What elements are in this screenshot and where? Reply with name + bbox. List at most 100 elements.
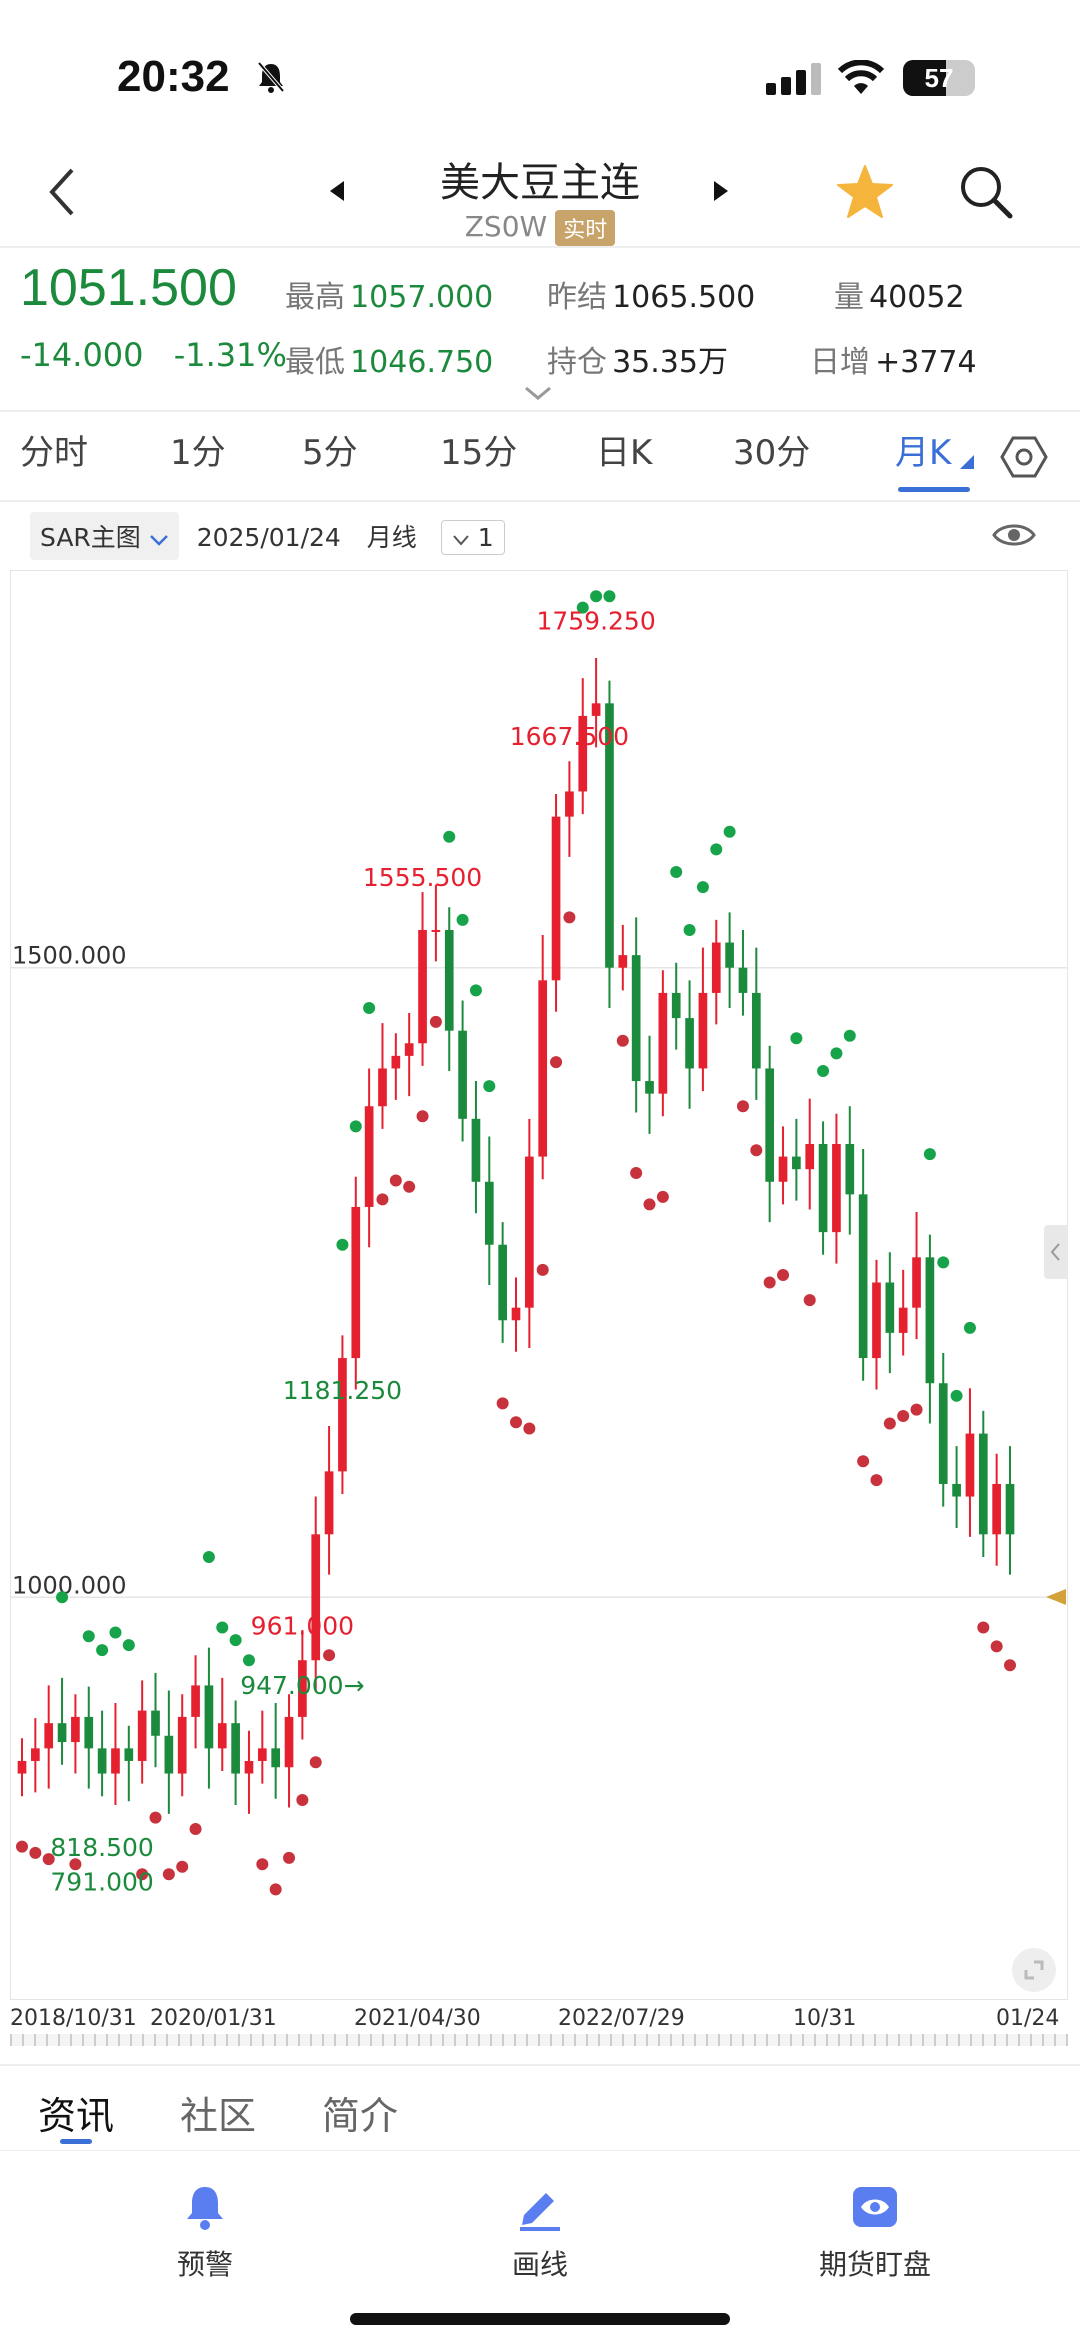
sar-dot <box>857 1455 870 1468</box>
sar-dot <box>843 1029 856 1042</box>
prev-contract-icon[interactable] <box>328 180 346 202</box>
price-annotation: 961.000 <box>251 1611 354 1640</box>
tab-news[interactable]: 资讯 <box>38 2094 115 2138</box>
sar-dot <box>242 1654 255 1667</box>
price-change: -14.000 -1.31% <box>20 336 287 374</box>
sar-dot <box>389 1174 402 1187</box>
candle-body <box>97 1748 107 1774</box>
candle-body <box>885 1282 895 1333</box>
eye-icon[interactable] <box>992 520 1036 550</box>
tab-intro[interactable]: 简介 <box>322 2094 399 2138</box>
side-handle[interactable] <box>1044 1225 1068 1279</box>
tab-30min[interactable]: 30分 <box>733 433 811 473</box>
sar-dot <box>910 1403 923 1416</box>
candle-body <box>298 1660 307 1717</box>
candle-body <box>938 1383 948 1484</box>
candle-body <box>765 1068 775 1182</box>
volume-value: 40052 <box>869 280 965 315</box>
settings-hexagon-icon[interactable] <box>1000 435 1048 479</box>
watch-label: 期货盯盘 <box>818 2248 931 2281</box>
sar-dot <box>750 1144 763 1157</box>
candle-body <box>431 929 441 932</box>
mute-bell-icon <box>257 61 285 93</box>
count-select[interactable]: 1 <box>440 520 505 555</box>
candle-body <box>818 1144 828 1233</box>
candle-body <box>231 1723 240 1774</box>
fullscreen-icon[interactable] <box>1012 1948 1056 1992</box>
candle-body <box>671 992 681 1019</box>
tab-timeshare[interactable]: 分时 <box>20 433 88 473</box>
sar-dot <box>803 1294 816 1307</box>
sar-dot <box>42 1853 55 1866</box>
tab-1min[interactable]: 1分 <box>170 433 226 473</box>
kline-chart[interactable]: 1500.000 1000.000 1759.250 1667.500 1555.500… <box>10 570 1068 2000</box>
sar-dot <box>176 1860 189 1873</box>
tab-5min[interactable]: 5分 <box>302 433 358 473</box>
x-label: 01/24 <box>996 2006 1060 2031</box>
draw-button[interactable]: 画线 <box>440 2181 640 2283</box>
alert-label: 预警 <box>176 2248 233 2281</box>
sar-dot <box>363 1002 376 1015</box>
x-label: 2018/10/31 <box>10 2006 137 2031</box>
sar-dot <box>696 881 709 894</box>
candle-body <box>484 1181 494 1245</box>
sar-dot <box>309 1756 322 1769</box>
scroll-track[interactable] <box>10 2034 1068 2046</box>
candle-body <box>751 992 761 1069</box>
tab-monthly-k[interactable]: 月K <box>895 433 952 473</box>
change-value: -14.000 <box>20 336 144 374</box>
sar-dot <box>149 1811 162 1824</box>
sar-dot <box>56 1591 69 1604</box>
sar-dot <box>216 1621 229 1634</box>
sar-dot <box>1004 1659 1016 1672</box>
next-contract-icon[interactable] <box>712 180 730 202</box>
candle-body <box>565 791 574 817</box>
sar-dot <box>723 825 736 838</box>
chart-frame[interactable] <box>10 570 1068 2000</box>
candle-body <box>711 942 721 993</box>
candle-body <box>57 1723 67 1743</box>
candle-body <box>872 1282 881 1359</box>
candle-body <box>137 1710 147 1761</box>
tab-daily-k[interactable]: 日K <box>596 433 653 473</box>
sar-dot <box>122 1639 135 1652</box>
sar-dot <box>817 1064 830 1077</box>
prev-close-value: 1065.500 <box>612 280 756 315</box>
candle-body <box>71 1716 80 1743</box>
sar-dot <box>82 1630 95 1643</box>
alert-button[interactable]: 预警 <box>105 2181 305 2283</box>
search-icon[interactable] <box>958 164 1014 220</box>
chart-period: 月线 <box>366 523 417 552</box>
candle-body <box>177 1716 187 1774</box>
candle-body <box>151 1710 160 1736</box>
sar-dot <box>683 923 696 936</box>
bell-icon <box>187 2187 223 2230</box>
sar-dot <box>710 843 723 856</box>
chart-toolbar: SAR主图 2025/01/24 月线 1 <box>30 512 505 562</box>
sar-dot <box>897 1409 910 1422</box>
candle-body <box>551 816 561 981</box>
expand-chevron-icon[interactable] <box>523 385 553 401</box>
favorite-star-icon[interactable] <box>836 164 894 220</box>
sar-dot <box>576 601 589 614</box>
indicator-select[interactable]: SAR主图 <box>30 512 179 560</box>
wifi-icon <box>838 60 884 94</box>
tab-community[interactable]: 社区 <box>180 2094 257 2138</box>
candle-body <box>631 955 641 1082</box>
back-icon[interactable] <box>46 166 76 218</box>
sar-dot <box>229 1634 242 1647</box>
candle-body <box>658 992 668 1094</box>
candle-body <box>204 1685 214 1749</box>
candle-body <box>778 1156 788 1182</box>
candle-body <box>645 1081 654 1094</box>
candle-body <box>124 1748 134 1761</box>
watch-button[interactable]: 期货盯盘 <box>775 2181 975 2283</box>
chart-date: 2025/01/24 <box>196 523 341 552</box>
y-tick-label: 1000.000 <box>12 1571 127 1599</box>
candle-body <box>351 1206 361 1359</box>
candle-body <box>257 1748 267 1761</box>
low-field: 最低 1046.750 <box>285 337 493 381</box>
tab-15min[interactable]: 15分 <box>440 433 518 473</box>
sar-dot <box>269 1883 282 1896</box>
candle-body <box>618 955 628 968</box>
